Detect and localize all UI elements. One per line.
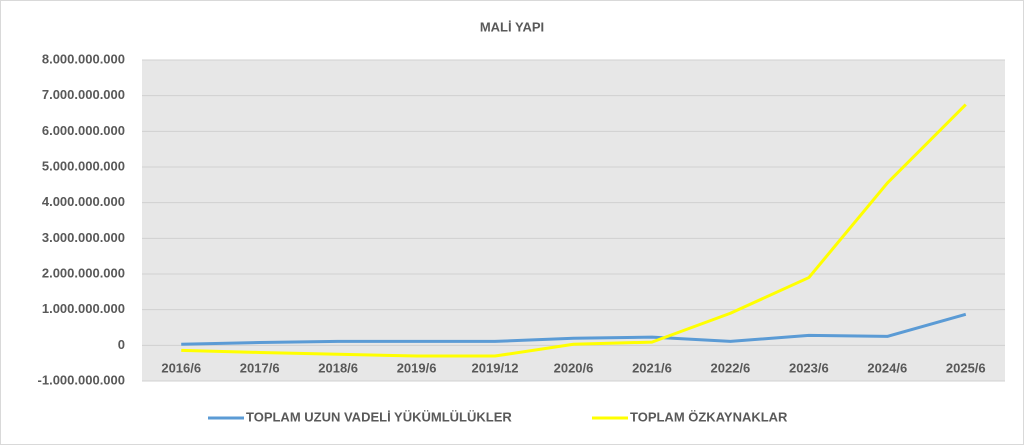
- y-tick-label: 8.000.000.000: [42, 51, 125, 66]
- legend-label: TOPLAM UZUN VADELİ YÜKÜMLÜLÜKLER: [246, 409, 512, 424]
- y-tick-label: 6.000.000.000: [42, 123, 125, 138]
- y-tick-label: 3.000.000.000: [42, 230, 125, 245]
- y-tick-label: 1.000.000.000: [42, 301, 125, 316]
- x-tick-label: 2019/6: [397, 360, 437, 375]
- x-tick-label: 2022/6: [711, 360, 751, 375]
- x-tick-label: 2018/6: [318, 360, 358, 375]
- x-tick-label: 2021/6: [632, 360, 672, 375]
- y-tick-label: 7.000.000.000: [42, 87, 125, 102]
- x-tick-label: 2016/6: [161, 360, 201, 375]
- x-tick-label: 2025/6: [946, 360, 986, 375]
- x-tick-label: 2017/6: [240, 360, 280, 375]
- chart-title: MALİ YAPI: [480, 19, 544, 34]
- x-tick-label: 2024/6: [867, 360, 907, 375]
- x-tick-label: 2023/6: [789, 360, 829, 375]
- x-tick-label: 2019/12: [472, 360, 519, 375]
- y-tick-label: 2.000.000.000: [42, 265, 125, 280]
- x-tick-label: 2020/6: [554, 360, 594, 375]
- legend-label: TOPLAM ÖZKAYNAKLAR: [630, 409, 788, 424]
- y-tick-label: 4.000.000.000: [42, 194, 125, 209]
- y-tick-label: 0: [118, 337, 125, 352]
- plot-area: [142, 60, 1005, 381]
- y-tick-label: -1.000.000.000: [38, 372, 125, 387]
- series-line: [181, 312, 967, 346]
- y-tick-label: 5.000.000.000: [42, 158, 125, 173]
- series-line: [181, 103, 967, 358]
